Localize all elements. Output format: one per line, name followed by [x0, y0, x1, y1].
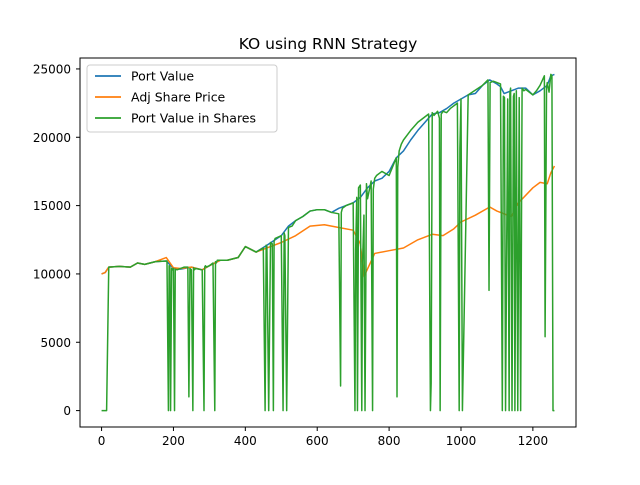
x-tick-label-0: 0: [98, 434, 106, 448]
y-tick-label-0: 0: [63, 404, 71, 418]
x-tick-label-6: 1200: [518, 434, 549, 448]
plot-area: [101, 73, 556, 412]
legend-label-2: Port Value in Shares: [131, 111, 256, 126]
legend-label-1: Adj Share Price: [131, 90, 226, 105]
y-axis: 0 5000 10000 15000 20000 25000: [33, 62, 80, 418]
y-tick-label-3: 15000: [33, 199, 71, 213]
x-tick-label-2: 400: [234, 434, 257, 448]
x-tick-label-1: 200: [162, 434, 185, 448]
y-tick-label-1: 5000: [40, 336, 71, 350]
series-line-2: [101, 73, 555, 412]
x-axis: 0 200 400 600 800 1000 1200: [98, 427, 548, 448]
series-line-1: [101, 165, 556, 278]
legend-box: [86, 64, 278, 133]
y-tick-label-2: 10000: [33, 267, 71, 281]
legend-label-0: Port Value: [131, 69, 194, 84]
x-tick-label-4: 800: [378, 434, 401, 448]
y-tick-label-4: 20000: [33, 131, 71, 145]
chart-legend: Port Value Adj Share Price Port Value in S…: [86, 64, 278, 133]
x-tick-label-3: 600: [306, 434, 329, 448]
chart-title: KO using RNN Strategy: [239, 35, 418, 53]
axes-frame: [79, 57, 577, 428]
x-tick-label-5: 1000: [446, 434, 477, 448]
y-tick-label-5: 25000: [33, 62, 71, 76]
